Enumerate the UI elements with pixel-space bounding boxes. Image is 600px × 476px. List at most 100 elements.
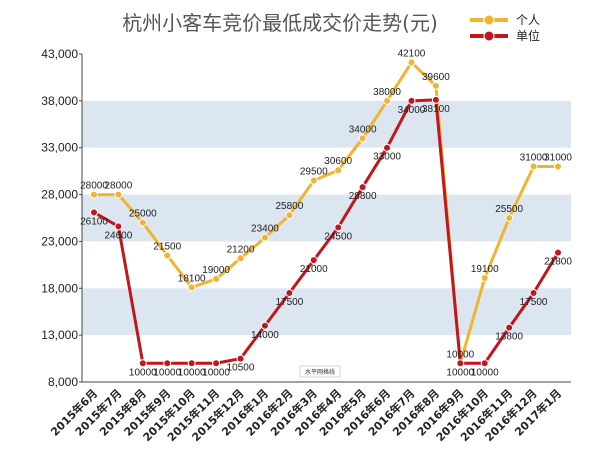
data-point [285, 288, 294, 297]
axis-lines [81, 54, 571, 383]
data-label: 25500 [495, 204, 523, 215]
data-label: 10000 [129, 367, 157, 378]
data-point [260, 321, 269, 330]
series-lines [90, 58, 562, 368]
y-axis: 8,000 13,000 18,000 23,000 28,000 33,000 38,00… [41, 47, 82, 389]
data-point [309, 256, 318, 265]
data-label: 23400 [251, 224, 279, 235]
data-point [236, 354, 245, 363]
data-point [309, 176, 318, 185]
data-point [358, 134, 367, 143]
data-point [138, 359, 147, 368]
data-label: 28000 [105, 181, 133, 192]
data-point [138, 218, 147, 227]
y-tick-label: 23,000 [41, 234, 78, 248]
data-point [383, 96, 392, 105]
data-point [236, 254, 245, 263]
data-point [90, 190, 98, 199]
grid-band [82, 288, 571, 336]
data-point [334, 166, 343, 175]
data-label: 25000 [129, 209, 157, 220]
data-label: 19000 [202, 265, 230, 276]
chart-title: 杭州小客车竞价最低成交价走势(元) [122, 11, 438, 35]
series-line-1 [94, 60, 558, 365]
data-point [554, 162, 562, 171]
data-point [212, 359, 221, 368]
grid-bands [82, 100, 571, 336]
y-tick-label: 28,000 [41, 188, 78, 202]
data-label: 30600 [324, 156, 352, 167]
data-point [260, 233, 269, 242]
data-label: 34000 [398, 105, 426, 116]
data-label: 28000 [80, 181, 108, 192]
data-label: 10000 [153, 367, 181, 378]
data-label: 10500 [227, 363, 255, 374]
legend-label: 个人 [516, 13, 540, 27]
grid-note-box: 水平网格线 [299, 365, 341, 378]
data-point [90, 208, 98, 217]
data-point [431, 81, 440, 90]
data-label: 21800 [544, 257, 572, 268]
data-point [187, 283, 196, 292]
data-label: 34000 [349, 124, 377, 135]
data-label: 17500 [275, 297, 303, 308]
data-label: 10000 [446, 349, 474, 360]
data-point [383, 143, 392, 152]
data-label: 26100 [80, 216, 108, 227]
data-label: 38100 [422, 104, 450, 115]
data-label: 21000 [300, 264, 328, 275]
y-tick-label: 38,000 [41, 94, 78, 108]
data-label: 24500 [324, 231, 352, 242]
data-label: 17500 [520, 297, 548, 308]
data-point [114, 190, 123, 199]
y-tick-label: 8,000 [48, 375, 78, 389]
data-point [334, 223, 343, 232]
data-label: 28800 [349, 191, 377, 202]
legend-swatch-marker [483, 14, 495, 26]
data-point [529, 162, 538, 171]
grid-band [82, 100, 571, 148]
data-label: 38000 [373, 87, 401, 98]
data-point [480, 359, 489, 368]
data-label: 31000 [520, 152, 548, 163]
data-label: 10000 [471, 367, 499, 378]
data-label: 14000 [251, 330, 279, 341]
y-tick-label: 13,000 [41, 328, 78, 342]
data-point [114, 222, 123, 231]
series-line-2 [93, 98, 560, 365]
data-label: 39600 [422, 72, 450, 83]
data-point [505, 323, 514, 332]
data-label: 10000 [202, 367, 230, 378]
data-point [431, 95, 440, 104]
data-label: 25800 [275, 201, 303, 212]
y-tick-label: 43,000 [41, 47, 78, 61]
data-point [480, 273, 489, 282]
data-label: 31000 [544, 152, 572, 163]
data-point [407, 96, 416, 105]
data-point [212, 274, 221, 283]
data-label: 33000 [373, 152, 401, 163]
grid-note-text: 水平网格线 [305, 368, 335, 376]
data-label: 21500 [153, 241, 181, 252]
data-point [187, 359, 196, 368]
data-point [407, 58, 416, 67]
legend-swatch-marker [483, 30, 495, 42]
x-axis: 2015年6月2015年7月2015年8月2015年9月2015年10月2015… [48, 386, 565, 444]
data-label: 24600 [105, 230, 133, 241]
data-point [505, 214, 514, 222]
data-label: 21200 [227, 244, 255, 255]
data-point [554, 248, 562, 257]
data-label: 42100 [398, 48, 426, 59]
data-label: 29500 [300, 167, 328, 178]
data-point [358, 183, 367, 192]
data-point [456, 359, 465, 368]
grid-note-border [299, 365, 341, 378]
y-tick-label: 33,000 [41, 141, 78, 155]
data-label: 13800 [495, 332, 523, 343]
y-tick-label: 18,000 [41, 281, 78, 295]
data-label: 19100 [471, 264, 499, 275]
data-label: 10000 [178, 367, 206, 378]
